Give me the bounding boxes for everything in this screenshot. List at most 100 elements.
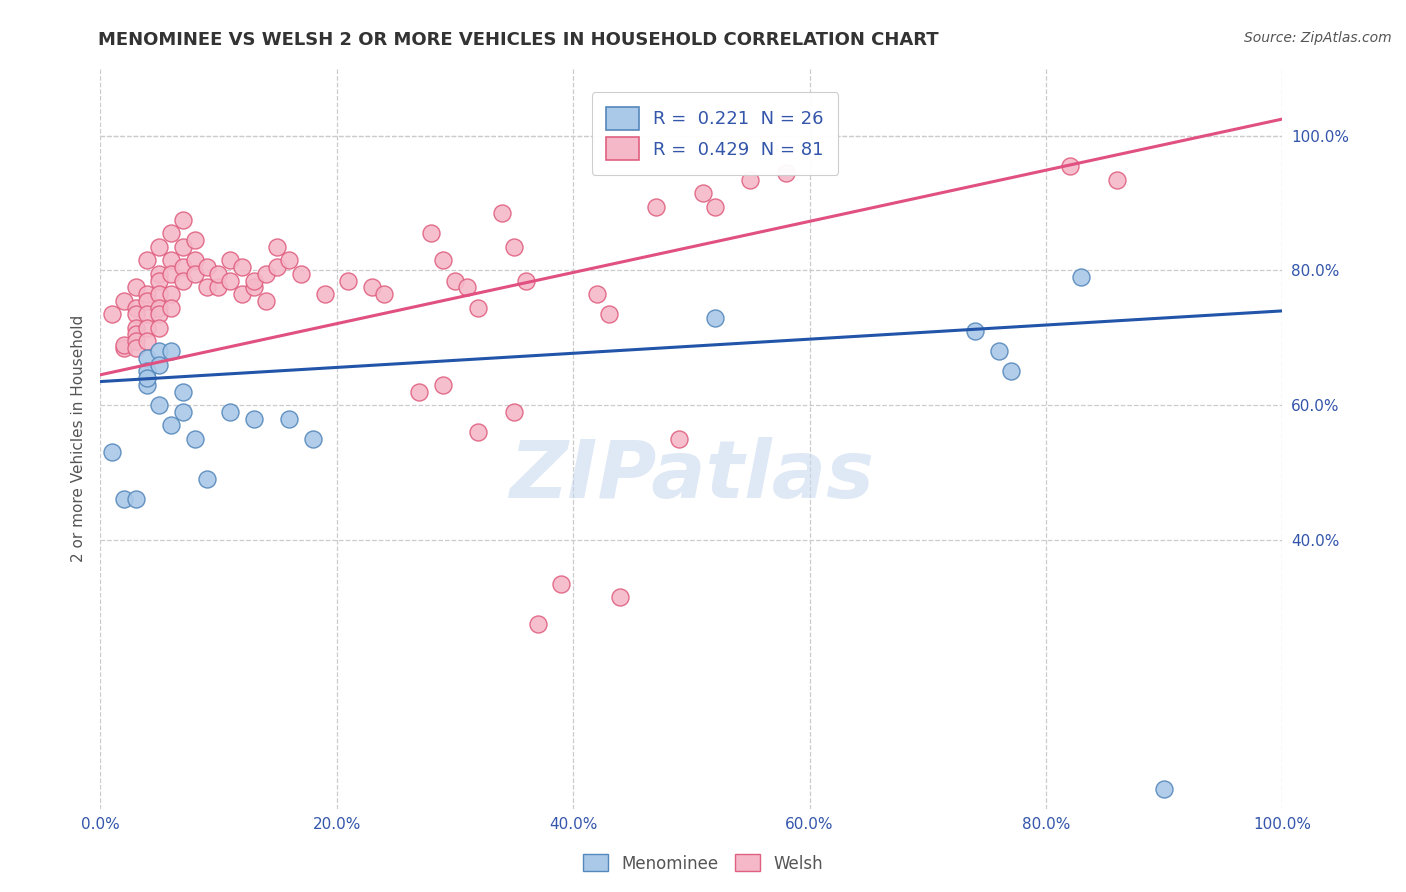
Point <box>124 280 146 294</box>
Point <box>136 364 159 378</box>
Point <box>172 384 194 399</box>
Point <box>136 293 159 308</box>
Y-axis label: 2 or more Vehicles in Household: 2 or more Vehicles in Household <box>72 315 86 563</box>
Point <box>207 280 229 294</box>
Point <box>148 320 170 334</box>
Point <box>148 358 170 372</box>
Point <box>160 418 183 433</box>
Point <box>373 287 395 301</box>
Point <box>526 616 548 631</box>
Point <box>136 371 159 385</box>
Point <box>172 274 194 288</box>
Point <box>644 200 666 214</box>
Point <box>337 274 360 288</box>
Point <box>172 240 194 254</box>
Point <box>219 405 242 419</box>
Point <box>160 344 183 359</box>
Point <box>704 200 727 214</box>
Point <box>598 307 620 321</box>
Point <box>432 378 454 392</box>
Point <box>160 267 183 281</box>
Point <box>148 301 170 315</box>
Point <box>775 166 797 180</box>
Point <box>467 425 489 439</box>
Point <box>195 260 218 274</box>
Point <box>183 267 205 281</box>
Point <box>1000 364 1022 378</box>
Point <box>609 590 631 604</box>
Point <box>101 445 124 459</box>
Point <box>136 351 159 365</box>
Point <box>195 472 218 486</box>
Point <box>550 576 572 591</box>
Point <box>219 253 242 268</box>
Point <box>503 405 526 419</box>
Point <box>160 227 183 241</box>
Point <box>1105 172 1128 186</box>
Point <box>231 287 253 301</box>
Point <box>183 233 205 247</box>
Point <box>243 411 266 425</box>
Point <box>207 267 229 281</box>
Point <box>408 384 430 399</box>
Text: ZIPatlas: ZIPatlas <box>509 437 873 515</box>
Point <box>136 378 159 392</box>
Point <box>124 301 146 315</box>
Point <box>278 411 301 425</box>
Point <box>987 344 1010 359</box>
Point <box>136 320 159 334</box>
Point <box>172 213 194 227</box>
Point <box>195 280 218 294</box>
Point <box>432 253 454 268</box>
Point <box>231 260 253 274</box>
Point <box>278 253 301 268</box>
Point <box>136 307 159 321</box>
Point <box>112 492 135 507</box>
Point <box>124 492 146 507</box>
Point <box>1070 270 1092 285</box>
Point <box>148 240 170 254</box>
Point <box>740 172 762 186</box>
Point <box>668 432 690 446</box>
Point <box>1059 159 1081 173</box>
Point <box>491 206 513 220</box>
Text: Source: ZipAtlas.com: Source: ZipAtlas.com <box>1244 31 1392 45</box>
Point <box>692 186 714 200</box>
Point <box>160 253 183 268</box>
Point <box>136 334 159 348</box>
Point <box>160 301 183 315</box>
Point <box>585 287 607 301</box>
Point <box>112 293 135 308</box>
Point <box>148 344 170 359</box>
Point <box>136 287 159 301</box>
Point <box>160 287 183 301</box>
Point <box>254 293 277 308</box>
Point <box>148 307 170 321</box>
Point <box>124 334 146 348</box>
Point <box>148 267 170 281</box>
Point <box>124 320 146 334</box>
Point <box>148 274 170 288</box>
Point <box>704 310 727 325</box>
Point <box>254 267 277 281</box>
Legend: Menominee, Welsh: Menominee, Welsh <box>576 847 830 880</box>
Point <box>443 274 465 288</box>
Point <box>172 405 194 419</box>
Point <box>467 301 489 315</box>
Point <box>112 341 135 355</box>
Point <box>503 240 526 254</box>
Point <box>420 227 443 241</box>
Point <box>148 287 170 301</box>
Point <box>314 287 336 301</box>
Point <box>515 274 537 288</box>
Point <box>172 260 194 274</box>
Point <box>456 280 478 294</box>
Legend: R =  0.221  N = 26, R =  0.429  N = 81: R = 0.221 N = 26, R = 0.429 N = 81 <box>592 93 838 175</box>
Point <box>124 327 146 342</box>
Point <box>361 280 384 294</box>
Text: MENOMINEE VS WELSH 2 OR MORE VEHICLES IN HOUSEHOLD CORRELATION CHART: MENOMINEE VS WELSH 2 OR MORE VEHICLES IN… <box>98 31 939 49</box>
Point <box>136 253 159 268</box>
Point <box>183 253 205 268</box>
Point <box>266 240 288 254</box>
Point <box>101 307 124 321</box>
